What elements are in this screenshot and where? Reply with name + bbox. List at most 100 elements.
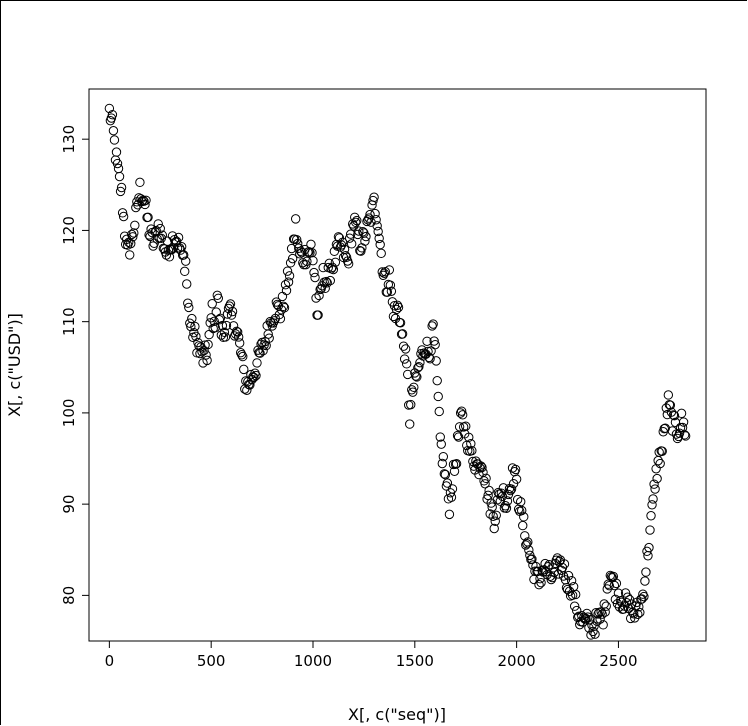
data-point bbox=[155, 223, 165, 234]
data-point bbox=[274, 309, 285, 320]
data-point bbox=[275, 314, 286, 324]
data-point bbox=[489, 523, 499, 534]
data-point bbox=[630, 613, 640, 623]
data-point bbox=[484, 485, 494, 496]
data-point bbox=[245, 380, 255, 390]
data-point bbox=[360, 236, 370, 246]
data-point bbox=[435, 432, 445, 442]
data-point bbox=[506, 484, 517, 494]
data-point bbox=[653, 455, 663, 466]
data-point bbox=[549, 567, 559, 578]
data-point bbox=[130, 220, 140, 231]
data-point bbox=[144, 230, 154, 240]
data-point bbox=[194, 341, 204, 351]
data-point bbox=[657, 446, 667, 456]
data-point bbox=[346, 239, 357, 249]
data-point bbox=[310, 272, 320, 283]
data-point bbox=[246, 369, 256, 380]
data-point bbox=[621, 597, 632, 608]
data-point bbox=[277, 291, 288, 302]
data-point bbox=[581, 613, 591, 624]
data-point bbox=[325, 275, 335, 286]
data-point bbox=[509, 467, 520, 477]
data-point bbox=[187, 313, 197, 324]
data-point bbox=[431, 356, 441, 366]
data-point bbox=[118, 211, 129, 222]
data-point bbox=[200, 340, 210, 350]
data-point bbox=[450, 459, 461, 469]
data-point bbox=[451, 459, 462, 469]
data-point bbox=[510, 464, 521, 475]
data-point bbox=[210, 322, 220, 333]
data-point bbox=[365, 209, 375, 220]
data-point bbox=[281, 285, 292, 296]
data-point bbox=[518, 520, 528, 531]
data-point bbox=[678, 417, 689, 427]
data-point bbox=[655, 458, 665, 469]
data-point bbox=[114, 171, 125, 182]
data-point bbox=[519, 512, 529, 522]
data-point bbox=[622, 592, 633, 602]
data-point bbox=[481, 473, 491, 484]
data-point bbox=[237, 350, 247, 360]
data-point bbox=[284, 271, 295, 281]
x-tick-label: 0 bbox=[105, 652, 115, 670]
data-point bbox=[627, 607, 638, 618]
data-point bbox=[314, 290, 324, 301]
data-point bbox=[408, 387, 418, 397]
data-point bbox=[561, 583, 572, 593]
data-point bbox=[637, 594, 647, 604]
data-point bbox=[566, 576, 577, 586]
data-point bbox=[598, 620, 608, 630]
data-point bbox=[512, 494, 523, 505]
data-point bbox=[115, 186, 126, 197]
x-tick-label: 2500 bbox=[599, 652, 637, 670]
data-point bbox=[380, 267, 390, 277]
data-point bbox=[477, 462, 487, 473]
data-point bbox=[633, 609, 643, 619]
data-point bbox=[278, 301, 289, 312]
data-point bbox=[233, 332, 244, 342]
data-point bbox=[153, 219, 163, 229]
data-point bbox=[292, 234, 302, 245]
data-point bbox=[428, 319, 438, 329]
y-axis: 80 90 100 110 120 130 bbox=[60, 125, 90, 605]
data-point bbox=[524, 545, 534, 555]
data-point bbox=[251, 370, 261, 381]
data-point bbox=[674, 428, 685, 438]
data-point bbox=[109, 135, 120, 145]
data-point bbox=[486, 498, 496, 508]
data-point bbox=[442, 478, 453, 488]
data-point bbox=[669, 410, 680, 421]
data-point bbox=[157, 230, 168, 240]
data-point bbox=[487, 502, 497, 512]
data-point bbox=[563, 570, 574, 581]
data-point bbox=[370, 208, 380, 219]
data-point bbox=[423, 346, 433, 357]
data-point bbox=[650, 484, 660, 494]
data-point bbox=[559, 559, 570, 569]
data-point bbox=[625, 613, 636, 624]
data-point bbox=[405, 419, 415, 429]
data-point bbox=[282, 266, 293, 276]
data-point bbox=[414, 361, 424, 372]
data-point bbox=[302, 256, 312, 267]
data-point bbox=[344, 233, 355, 243]
data-point bbox=[255, 348, 265, 358]
data-point bbox=[635, 607, 645, 618]
data-point bbox=[117, 208, 128, 218]
data-point bbox=[480, 479, 490, 489]
data-point bbox=[580, 614, 590, 624]
data-point bbox=[116, 182, 127, 193]
data-point bbox=[663, 390, 674, 400]
data-point bbox=[221, 320, 232, 331]
data-point bbox=[570, 589, 581, 600]
data-point bbox=[652, 473, 662, 484]
data-point bbox=[231, 326, 242, 336]
data-point bbox=[361, 231, 371, 242]
data-point bbox=[239, 364, 249, 375]
data-point bbox=[371, 215, 381, 225]
data-point bbox=[393, 302, 404, 313]
